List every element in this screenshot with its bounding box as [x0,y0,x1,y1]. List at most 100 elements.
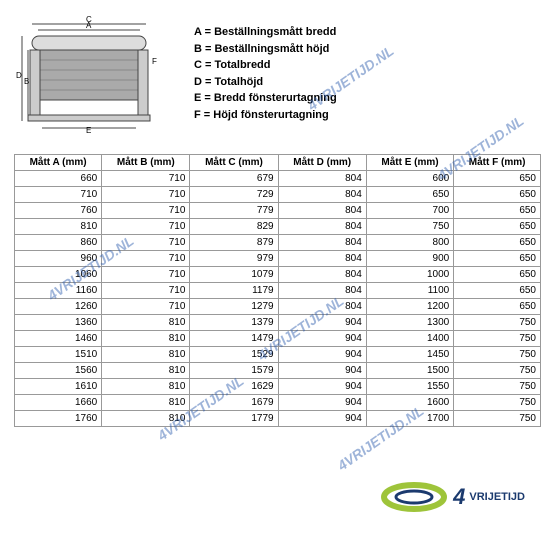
table-cell: 1450 [366,347,453,363]
table-row: 136081013799041300750 [15,315,541,331]
table-row: 176081017799041700750 [15,411,541,427]
table-cell: 1060 [15,267,102,283]
table-cell: 729 [190,187,278,203]
table-cell: 710 [102,299,190,315]
legend-f: F = Höjd fönsterurtagning [194,107,337,124]
table-cell: 650 [454,235,541,251]
table-cell: 800 [366,235,453,251]
table-cell: 979 [190,251,278,267]
table-row: 126071012798041200650 [15,299,541,315]
table-cell: 810 [102,331,190,347]
table-cell: 710 [102,283,190,299]
table-cell: 1279 [190,299,278,315]
table-cell: 1079 [190,267,278,283]
table-cell: 679 [190,171,278,187]
table-cell: 650 [454,267,541,283]
legend-a: A = Beställningsmått bredd [194,24,337,41]
table-header: Mått A (mm) [15,155,102,171]
logo-text: VRIJETIJD [469,491,525,503]
table-header: Mått F (mm) [454,155,541,171]
table-cell: 804 [278,283,366,299]
table-cell: 904 [278,379,366,395]
table-cell: 904 [278,347,366,363]
table-cell: 710 [15,187,102,203]
table-header: Mått C (mm) [190,155,278,171]
table-cell: 1779 [190,411,278,427]
table-cell: 650 [454,187,541,203]
table-cell: 600 [366,171,453,187]
table-cell: 1100 [366,283,453,299]
table-cell: 1600 [366,395,453,411]
table-cell: 810 [15,219,102,235]
table-cell: 810 [102,379,190,395]
table-cell: 900 [366,251,453,267]
table-cell: 750 [454,347,541,363]
table-cell: 904 [278,411,366,427]
svg-text:B: B [24,77,29,86]
table-cell: 650 [454,171,541,187]
table-cell: 1300 [366,315,453,331]
table-cell: 904 [278,363,366,379]
table-row: 166081016799041600750 [15,395,541,411]
table-cell: 1700 [366,411,453,427]
table-cell: 829 [190,219,278,235]
legend-e: E = Bredd fönsterurtagning [194,90,337,107]
table-cell: 700 [366,203,453,219]
table-header: Mått B (mm) [102,155,190,171]
logo-number: 4 [453,484,465,510]
table-cell: 804 [278,251,366,267]
brand-logo: 4 VRIJETIJD [379,479,525,515]
table-row: 161081016299041550750 [15,379,541,395]
table-cell: 1379 [190,315,278,331]
table-cell: 710 [102,251,190,267]
table-row: 710710729804650650 [15,187,541,203]
table-cell: 650 [454,283,541,299]
table-cell: 1200 [366,299,453,315]
table-cell: 650 [454,251,541,267]
table-cell: 804 [278,267,366,283]
table-cell: 1550 [366,379,453,395]
table-cell: 1500 [366,363,453,379]
table-cell: 860 [15,235,102,251]
table-cell: 710 [102,235,190,251]
table-cell: 1460 [15,331,102,347]
table-cell: 710 [102,171,190,187]
table-cell: 804 [278,171,366,187]
table-cell: 879 [190,235,278,251]
table-cell: 1660 [15,395,102,411]
table-cell: 1610 [15,379,102,395]
table-cell: 1160 [15,283,102,299]
table-cell: 804 [278,235,366,251]
table-cell: 1679 [190,395,278,411]
table-cell: 1360 [15,315,102,331]
product-diagram: C A D B F E [14,14,164,134]
table-row: 860710879804800650 [15,235,541,251]
table-cell: 750 [366,219,453,235]
svg-text:A: A [86,21,92,30]
table-row: 810710829804750650 [15,219,541,235]
table-row: 116071011798041100650 [15,283,541,299]
table-row: 151081015299041450750 [15,347,541,363]
table-cell: 1529 [190,347,278,363]
table-cell: 810 [102,347,190,363]
table-cell: 750 [454,411,541,427]
table-row: 156081015799041500750 [15,363,541,379]
table-cell: 1260 [15,299,102,315]
table-cell: 1479 [190,331,278,347]
table-cell: 810 [102,411,190,427]
svg-text:F: F [152,57,157,66]
table-cell: 804 [278,299,366,315]
table-cell: 1760 [15,411,102,427]
legend: A = Beställningsmått bredd B = Beställni… [194,24,337,134]
table-cell: 750 [454,379,541,395]
table-row: 960710979804900650 [15,251,541,267]
table-cell: 710 [102,219,190,235]
table-cell: 960 [15,251,102,267]
table-cell: 710 [102,187,190,203]
table-cell: 750 [454,315,541,331]
table-cell: 710 [102,267,190,283]
svg-text:E: E [86,126,91,134]
legend-b: B = Beställningsmått höjd [194,41,337,58]
table-cell: 779 [190,203,278,219]
table-cell: 1560 [15,363,102,379]
